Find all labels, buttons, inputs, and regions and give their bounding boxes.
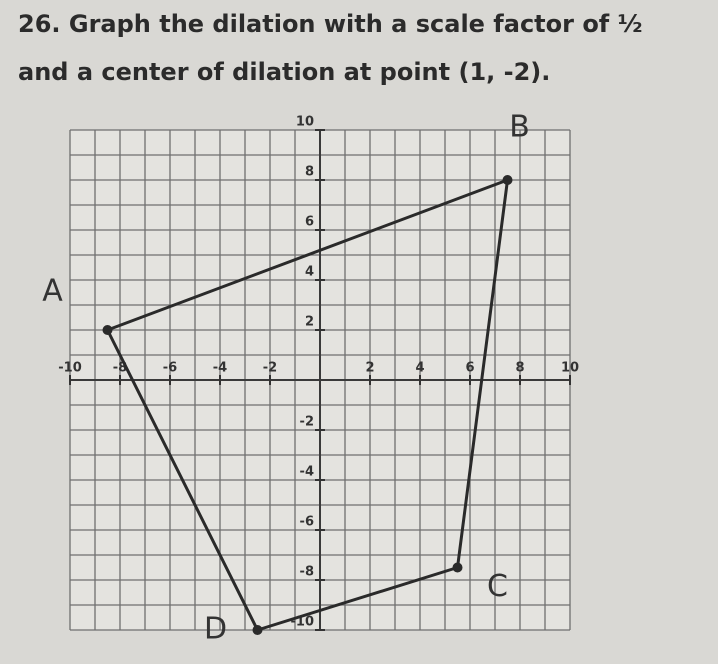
vertex-label: C <box>487 569 508 604</box>
x-tick-label: -10 <box>58 361 82 376</box>
x-tick-label: 10 <box>561 361 579 376</box>
x-tick-label: -2 <box>263 361 277 376</box>
x-tick-label: -6 <box>163 361 177 376</box>
vertex <box>252 625 263 635</box>
y-tick-label: -6 <box>300 515 314 530</box>
y-tick-label: 6 <box>305 215 314 230</box>
question-line: 26. Graph the dilation with a scale fact… <box>18 10 643 38</box>
x-tick-label: 4 <box>415 361 424 376</box>
vertex-label: D <box>204 612 227 647</box>
vertex-label: B <box>509 110 530 145</box>
y-tick-label: -4 <box>300 465 314 480</box>
y-tick-label: 10 <box>296 115 314 130</box>
vertex <box>452 562 463 573</box>
y-tick-label: 8 <box>305 165 314 180</box>
x-tick-label: 8 <box>515 361 524 376</box>
vertex <box>102 325 113 335</box>
x-tick-label: 2 <box>365 361 374 376</box>
y-tick-label: 2 <box>305 315 314 330</box>
y-tick-label: -8 <box>300 565 314 580</box>
x-tick-label: 6 <box>465 361 474 376</box>
vertex-label: A <box>42 274 63 309</box>
question-line: and a center of dilation at point (1, -2… <box>18 58 551 86</box>
y-tick-label: 4 <box>305 265 314 280</box>
vertex <box>502 175 513 185</box>
y-tick-label: -2 <box>300 415 314 430</box>
x-tick-label: -4 <box>213 361 227 376</box>
